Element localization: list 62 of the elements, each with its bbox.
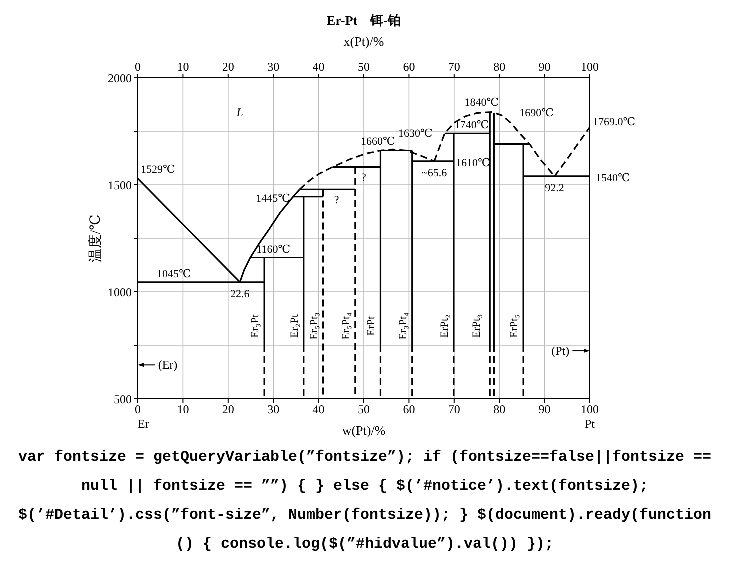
x-tick-label: 60 (403, 402, 416, 417)
x-tick-label: 100 (581, 402, 599, 417)
annotation: ErPt (366, 316, 378, 336)
annotation: ? (334, 194, 340, 207)
annotation: 1160℃ (256, 244, 291, 256)
annotation: 1540℃ (596, 172, 630, 184)
annotation: Er₃Pt (250, 314, 262, 338)
text: var fontsize = getQueryVariable(”fontsize”); if (fontsize==false||fontsize == null || fontsize == ””) { } else { $(’#notice’).text(fontsize); $(’#Detail’).css(”font-size”, Number(fontsize)); } $(document).ready(function () { console.log($(”#hidvalue”).val()) }); (17, 448, 713, 555)
annotation: 1445℃ (256, 192, 290, 205)
annotation: L (236, 106, 244, 120)
annotation: 1610℃ (456, 157, 490, 170)
x2-tick-label: 40 (312, 60, 325, 74)
x2-tick-label: 20 (222, 60, 234, 74)
annotation: ErPt₃ (471, 314, 484, 338)
y-tick-label: 500 (114, 392, 132, 406)
annotation: 1529℃ (141, 164, 176, 176)
annotation: 1769.0℃ (593, 116, 636, 128)
x-tick-label: 90 (538, 402, 551, 417)
x2-tick-label: 60 (403, 60, 416, 74)
x2-tick-label: 0 (135, 60, 141, 74)
y-tick-label: 2000 (108, 71, 132, 86)
annotation: 22.6 (230, 288, 250, 300)
annotation: ErPt₅ (508, 314, 521, 338)
annotation: ~65.6 (422, 167, 448, 180)
annotation: ErPt₂ (438, 314, 451, 338)
chart-title: Er-Pt 铒-铂 (327, 13, 401, 28)
x2-tick-label: 80 (494, 60, 506, 74)
annotation: Er₅Pt₃ (308, 312, 320, 340)
annotation: Er₅Pt₄ (340, 312, 352, 340)
x-tick-label: 70 (448, 402, 460, 417)
x-tick-label: 80 (494, 402, 506, 417)
x2-tick-label: 10 (177, 60, 190, 74)
x2-tick-label: 100 (581, 60, 599, 74)
x-tick-label: 0 (135, 402, 141, 417)
text: Pt (584, 416, 596, 431)
annotation: 1045℃ (157, 268, 192, 280)
x-tick-label: 10 (177, 402, 190, 417)
x2-axis-title: x(Pt)/% (344, 34, 384, 49)
annotation: Er₃Pt₄ (397, 312, 410, 340)
annotation: 1840℃ (464, 97, 500, 110)
annotation: ? (362, 172, 367, 184)
annotation: 1630℃ (398, 128, 433, 140)
text: Er (138, 416, 150, 431)
x-tick-label: 50 (358, 402, 370, 417)
x2-tick-label: 90 (538, 60, 551, 74)
annotation: (Er) (158, 358, 178, 372)
annotation: 1740℃ (454, 120, 490, 132)
annotation: Er₂Pt (288, 314, 301, 338)
x-tick-label: 40 (312, 402, 325, 417)
annotation: 1660℃ (361, 136, 396, 148)
annotation: (Pt) (552, 344, 570, 358)
x2-tick-label: 70 (448, 60, 460, 74)
x-tick-label: 20 (222, 402, 234, 417)
x2-tick-label: 30 (268, 60, 280, 74)
y-tick-label: 1500 (108, 178, 132, 192)
x2-tick-label: 50 (358, 60, 370, 74)
annotation: 92.2 (545, 182, 564, 194)
y-tick-label: 1000 (108, 285, 132, 300)
x-tick-label: 30 (268, 402, 280, 417)
annotation: 1690℃ (520, 107, 554, 120)
y-axis-title: 温度/℃ (88, 214, 104, 262)
x-axis-title: w(Pt)/% (342, 423, 386, 438)
